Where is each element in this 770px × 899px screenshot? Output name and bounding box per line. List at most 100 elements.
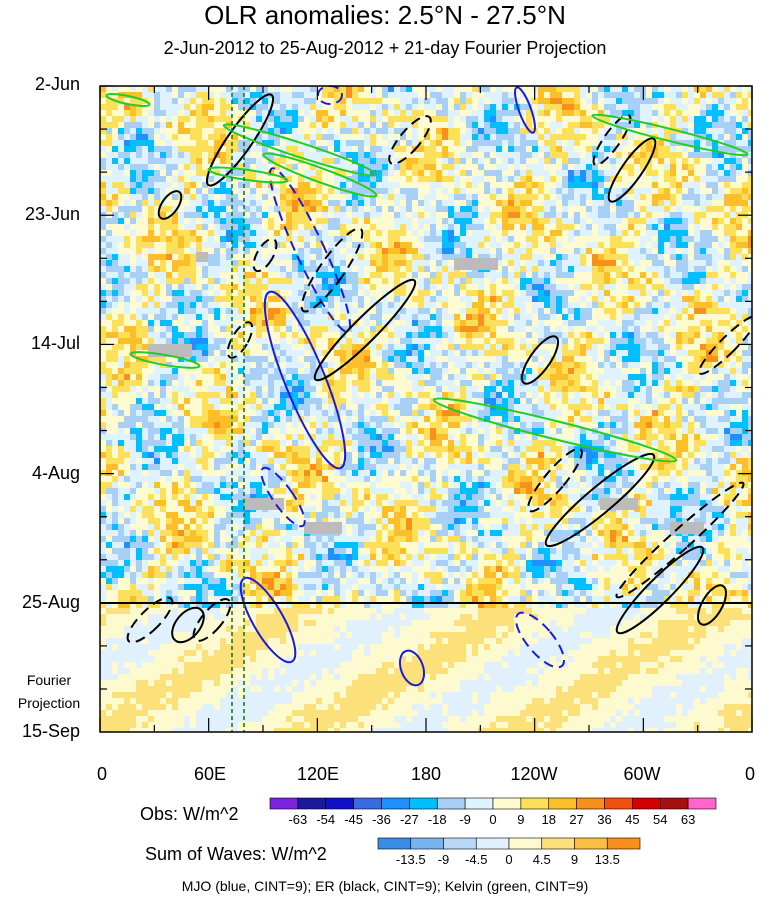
obs-colorbar-tick-label: 18 [541,812,556,827]
er-contour [527,447,583,513]
wave-contours [105,86,752,687]
x-tick-label: 0 [96,764,107,784]
y-tick-label: 23-Jun [24,204,80,224]
waves-colorbar-tick-label: -4.5 [465,852,488,867]
obs-colorbar-swatch [269,797,299,810]
obs-colorbar-tick-label: -45 [344,812,364,827]
waves-colorbar-swatch [410,837,444,850]
obs-colorbar-title: Obs: W/m^2 [140,804,239,824]
obs-colorbar-swatch [687,797,717,810]
chart-title: OLR anomalies: 2.5°N - 27.5°N [204,0,566,30]
obs-colorbar [269,797,717,810]
missing-data-patch [304,522,342,534]
x-tick-label: 180 [410,764,442,784]
axis-ticks [99,85,753,732]
er-contour [157,190,183,220]
er-contour [126,596,174,644]
waves-colorbar-tick-label: -9 [437,852,450,867]
y-tick-label: 25-Aug [21,592,80,612]
x-tick-label: 0 [744,764,755,784]
er-contour [252,237,278,273]
mjo-contour [514,86,536,134]
er-contour [205,93,275,187]
er-contour [300,227,364,313]
obs-colorbar-swatch [464,797,494,810]
mjo-guide-lines [231,86,245,732]
er-contour [192,598,232,642]
waves-colorbar-tick-label: 13.5 [594,852,620,867]
obs-colorbar-tick-label: -63 [288,812,308,827]
chart-subtitle: 2-Jun-2012 to 25-Aug-2012 + 21-day Fouri… [163,38,607,58]
obs-colorbar-tick-label: -36 [372,812,391,827]
obs-colorbar-tick-label: 9 [517,812,525,827]
mjo-contour [268,167,352,333]
obs-colorbar-swatch [381,797,410,810]
waves-colorbar-tick-label: 0 [505,852,513,867]
obs-colorbar-swatch [325,797,354,810]
waves-colorbar-swatch [443,837,477,850]
mjo-contour [263,290,347,470]
er-contour [226,321,254,359]
kelvin-contour [432,397,678,463]
obs-colorbar-swatch [492,797,522,810]
er-contour [592,114,632,166]
obs-colorbar-swatch [604,797,633,810]
waves-colorbar-swatch [377,837,412,850]
kelvin-contour [105,92,151,108]
missing-data-patch [670,522,704,534]
obs-colorbar-tick-label: 36 [597,812,612,827]
obs-colorbar-swatch [353,797,382,810]
y-tick-label: 15-Sep [21,721,80,741]
waves-colorbar-swatch [541,837,575,850]
obs-colorbar-swatch [659,797,689,810]
obs-colorbar-tick-label: -18 [427,812,447,827]
waves-colorbar-swatch [508,837,543,850]
obs-colorbar-tick-label: 54 [653,812,668,827]
obs-colorbar-tick-label: 27 [569,812,584,827]
waves-colorbar-swatch [475,837,510,850]
mjo-contour [317,86,343,105]
obs-colorbar-tick-label: -9 [459,812,471,827]
y-tick-label: 4-Aug [31,463,80,483]
kelvin-contour [129,351,201,369]
er-contour [698,315,752,375]
waves-colorbar-tick-label: -13.5 [395,852,426,867]
er-contour [615,545,705,635]
missing-data-patch [196,252,208,262]
obs-colorbar-swatch [632,797,661,810]
obs-colorbar-tick-label: -27 [399,812,419,827]
mjo-contour [260,466,306,528]
fourier-label: Projection [17,695,81,711]
obs-colorbar-tick-label: 0 [489,812,497,827]
waves-colorbar-tick-label: 4.5 [532,852,551,867]
er-contour [607,137,657,203]
obs-colorbar-swatch [548,797,577,810]
obs-colorbar-swatch [297,797,327,810]
waves-colorbar-tick-label: 9 [570,852,579,867]
er-contour [388,115,432,165]
missing-data-patch [244,498,284,510]
x-tick-label: 60E [193,764,227,784]
obs-colorbar-tick-label: -54 [316,812,336,827]
er-contour [697,584,727,626]
obs-colorbar-swatch [520,797,550,810]
obs-colorbar-swatch [409,797,438,810]
obs-colorbar-tick-label: 63 [680,812,696,827]
er-contour [171,606,205,644]
er-contour [544,452,656,548]
missing-data-patch [454,258,498,270]
y-tick-label: 14-Jul [30,333,80,353]
kelvin-contour [222,123,378,177]
fourier-label: Fourier [26,672,72,688]
x-tick-label: 60W [623,764,661,784]
olr-anomaly-field [100,86,752,732]
y-tick-label: 2-Jun [34,74,80,94]
waves-colorbar-swatch [574,837,608,850]
er-contour [615,481,745,599]
er-contour [313,278,417,382]
waves-colorbar-swatch [606,837,641,850]
x-tick-label: 120W [510,764,558,784]
contour-legend-note: MJO (blue, CINT=9); ER (black, CINT=9); … [181,878,589,894]
kelvin-contour [591,113,749,157]
